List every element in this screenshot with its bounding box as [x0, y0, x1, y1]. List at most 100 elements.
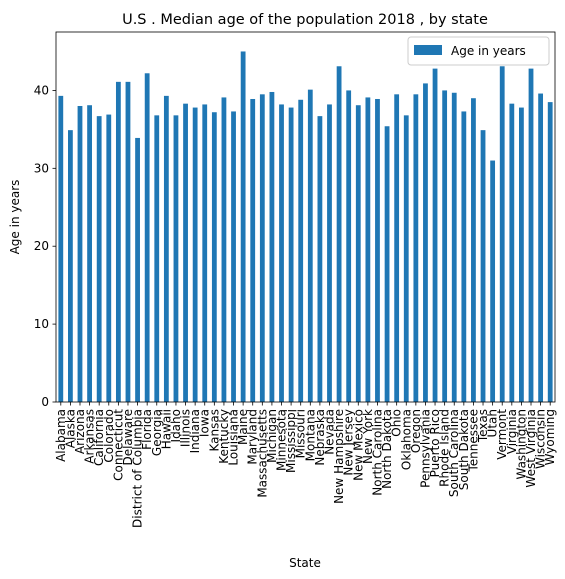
- x-tick-label: New Jersey: [342, 409, 356, 476]
- bar-california: [96, 116, 102, 402]
- y-tick-label: 30: [34, 161, 49, 175]
- x-tick-label: Alaska: [63, 409, 77, 448]
- x-tick-label: Missouri: [294, 409, 308, 458]
- bar-connecticut: [115, 81, 121, 402]
- x-tick-label: Washington: [514, 409, 528, 480]
- bar-vermont: [499, 66, 505, 403]
- bar-iowa: [202, 104, 208, 402]
- x-tick-label: Rhode Island: [438, 409, 452, 487]
- x-tick-label: Colorado: [102, 409, 116, 463]
- bar-north-dakota: [384, 126, 390, 402]
- legend-swatch: [414, 45, 442, 55]
- bar-indiana: [192, 107, 198, 402]
- bar-montana: [307, 89, 313, 402]
- bar-pennsylvania: [423, 83, 428, 402]
- bar-georgia: [154, 115, 160, 402]
- bar-mississippi: [288, 107, 294, 402]
- x-axis-ticks: AlabamaAlaskaArizonaArkansasCaliforniaCo…: [54, 402, 557, 528]
- bar-utah: [490, 160, 496, 402]
- x-tick-label: South Carolina: [447, 409, 461, 497]
- legend: Age in years: [407, 36, 550, 66]
- x-tick-label: Connecticut: [111, 409, 125, 481]
- x-tick-label: Vermont: [495, 409, 509, 460]
- bar-illinois: [183, 103, 188, 402]
- x-tick-label: Idaho: [169, 409, 183, 442]
- x-tick-label: New Hampshire: [332, 409, 346, 504]
- bar-wisconsin: [538, 93, 544, 402]
- bar-puerto-rico: [432, 68, 438, 403]
- bar-west-virginia: [528, 68, 534, 403]
- bar-tennessee: [471, 98, 476, 403]
- bar-wyoming: [547, 102, 553, 403]
- x-tick-label: Wyoming: [543, 409, 557, 465]
- bar-missouri: [298, 99, 304, 403]
- bar-idaho: [173, 115, 179, 402]
- bar-kentucky: [221, 97, 227, 403]
- bar-minnesota: [279, 104, 284, 402]
- bar-texas: [480, 130, 486, 402]
- x-axis-title: State: [289, 556, 321, 570]
- x-tick-label: Delaware: [121, 409, 135, 466]
- x-tick-label: Minnesota: [275, 409, 289, 471]
- x-tick-label: Georgia: [150, 409, 164, 456]
- bar-florida: [144, 73, 150, 402]
- x-tick-label: Utah: [486, 409, 500, 437]
- bar-massachusetts: [259, 94, 265, 402]
- bar-delaware: [125, 81, 131, 402]
- x-tick-label: Virginia: [505, 409, 519, 454]
- x-tick-label: District of Columbia: [131, 409, 145, 528]
- x-tick-label: West Virginia: [524, 409, 538, 488]
- bar-new-hampshire: [336, 66, 342, 403]
- x-tick-label: New Mexico: [351, 409, 365, 481]
- bar-louisiana: [231, 111, 236, 402]
- x-tick-label: Maryland: [246, 409, 260, 465]
- x-tick-label: Tennessee: [466, 409, 480, 473]
- bar-virginia: [509, 103, 515, 402]
- x-tick-label: Montana: [303, 409, 317, 461]
- x-tick-label: Pennsylvania: [418, 409, 432, 488]
- bar-new-york: [365, 97, 371, 403]
- y-tick-label: 0: [41, 395, 49, 409]
- bar-rhode-island: [442, 90, 448, 403]
- x-tick-label: Hawaii: [159, 409, 173, 449]
- plot-frame: [55, 31, 556, 403]
- bar-north-carolina: [375, 98, 380, 403]
- x-tick-label: Michigan: [265, 409, 279, 463]
- x-tick-label: Puerto Rico: [428, 409, 442, 477]
- bar-south-dakota: [461, 111, 467, 402]
- bar-arkansas: [87, 105, 92, 402]
- bar-district-of-columbia: [135, 137, 140, 402]
- bar-oregon: [413, 94, 419, 402]
- bar-hawaii: [163, 95, 169, 403]
- bar-south-carolina: [451, 92, 457, 402]
- x-tick-label: South Dakota: [457, 409, 471, 490]
- bar-kansas: [211, 112, 217, 402]
- x-tick-label: Alabama: [54, 409, 68, 462]
- x-tick-label: Indiana: [188, 409, 202, 453]
- x-tick-label: Texas: [476, 409, 490, 443]
- x-tick-label: Iowa: [198, 409, 212, 437]
- legend-box: [407, 36, 550, 66]
- x-tick-label: Wisconsin: [534, 409, 548, 469]
- x-tick-label: Oklahoma: [399, 409, 413, 470]
- x-tick-label: California: [92, 409, 106, 466]
- x-tick-label: Arkansas: [83, 409, 97, 464]
- x-tick-label: Maine: [236, 409, 250, 445]
- bar-alaska: [68, 130, 73, 402]
- x-tick-label: Massachusetts: [255, 409, 269, 498]
- bar-new-mexico: [355, 105, 361, 402]
- bar-maryland: [250, 98, 256, 403]
- bar-michigan: [269, 91, 275, 402]
- bar-oklahoma: [403, 115, 409, 402]
- bar-arizona: [77, 106, 83, 402]
- y-axis-ticks: 0 10 20 30 40: [34, 83, 56, 409]
- bar-alabama: [58, 95, 64, 403]
- x-tick-label: New York: [361, 409, 375, 464]
- y-tick-label: 40: [34, 83, 49, 97]
- x-tick-label: North Carolina: [370, 409, 384, 496]
- bar-new-jersey: [346, 90, 352, 403]
- bar-nebraska: [317, 116, 323, 402]
- chart-title: U.S . Median age of the population 2018 …: [122, 12, 488, 28]
- bar-colorado: [106, 114, 112, 402]
